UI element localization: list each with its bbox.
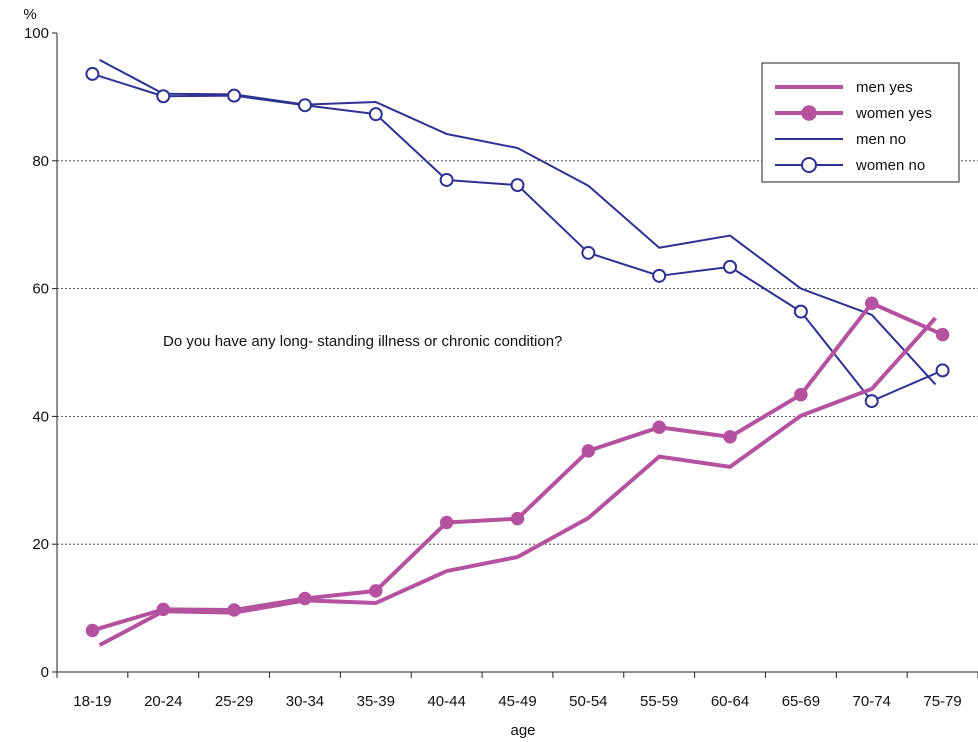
y-tick-label: 0 bbox=[41, 664, 49, 681]
data-point bbox=[794, 387, 808, 402]
data-point bbox=[793, 304, 808, 319]
data-point bbox=[369, 584, 383, 598]
x-tick-label: 20-24 bbox=[144, 693, 182, 710]
legend-item: men no bbox=[775, 131, 906, 148]
series-women-no bbox=[85, 66, 950, 409]
data-point bbox=[935, 363, 950, 378]
x-tick-label: 70-74 bbox=[853, 693, 891, 710]
x-tick-labels: 18-19 20-24 25-29 30-34 35-39 40-44 45-49 50-54… bbox=[56, 672, 978, 710]
series-line bbox=[91, 301, 944, 633]
data-point bbox=[652, 420, 666, 435]
legend-box bbox=[761, 62, 960, 183]
legend-item: men yes bbox=[775, 79, 913, 96]
legend-item: women yes bbox=[775, 105, 932, 122]
x-tick-label: 40-44 bbox=[427, 693, 465, 710]
y-tick-label: 60 bbox=[32, 281, 49, 298]
data-point bbox=[227, 88, 242, 103]
series-lines bbox=[85, 58, 950, 647]
data-point bbox=[864, 296, 879, 311]
x-tick-label: 50-54 bbox=[569, 693, 607, 710]
series-line bbox=[98, 316, 937, 647]
data-point bbox=[298, 591, 312, 606]
legend-label: men no bbox=[856, 131, 906, 148]
grid-lines bbox=[57, 160, 978, 545]
series-women-yes bbox=[85, 296, 950, 638]
data-point bbox=[227, 603, 241, 617]
data-point bbox=[510, 511, 525, 526]
data-point bbox=[510, 178, 525, 193]
legend-label: men yes bbox=[856, 79, 913, 96]
data-point bbox=[85, 623, 100, 638]
data-point bbox=[297, 98, 312, 113]
data-point bbox=[439, 172, 454, 187]
y-tick-labels: 0 20 40 60 80 100 bbox=[24, 25, 57, 681]
legend: men yes women yes men no women no bbox=[761, 62, 960, 183]
x-tick-label: 75-79 bbox=[923, 693, 961, 710]
data-point bbox=[723, 430, 737, 444]
y-axis-label: % bbox=[23, 6, 36, 23]
chart-annotation: Do you have any long- standing illness o… bbox=[163, 333, 562, 350]
y-tick-label: 20 bbox=[32, 536, 49, 553]
x-tick-label: 30-34 bbox=[286, 693, 324, 710]
x-tick-label: 35-39 bbox=[357, 693, 395, 710]
legend-label: women no bbox=[855, 157, 925, 174]
x-tick-label: 65-69 bbox=[782, 693, 820, 710]
x-axis-label: age bbox=[510, 722, 535, 739]
legend-marker bbox=[801, 157, 817, 173]
data-point bbox=[581, 444, 596, 458]
data-point bbox=[156, 89, 171, 104]
data-point bbox=[581, 245, 596, 260]
legend-marker bbox=[801, 105, 817, 121]
series-men-yes bbox=[98, 316, 937, 647]
axes bbox=[56, 33, 978, 673]
y-tick-label: 100 bbox=[24, 25, 49, 42]
legend-label: women yes bbox=[855, 105, 932, 122]
x-tick-label: 45-49 bbox=[498, 693, 536, 710]
x-tick-label: 55-59 bbox=[640, 693, 678, 710]
y-tick-label: 40 bbox=[32, 408, 49, 425]
data-point bbox=[156, 602, 171, 617]
data-point bbox=[723, 259, 738, 274]
y-tick-label: 80 bbox=[32, 153, 49, 170]
x-tick-label: 18-19 bbox=[73, 693, 111, 710]
x-tick-label: 25-29 bbox=[215, 693, 253, 710]
data-point bbox=[652, 268, 667, 283]
data-point bbox=[85, 66, 100, 81]
data-point bbox=[864, 394, 879, 409]
x-tick-label: 60-64 bbox=[711, 693, 749, 710]
data-point bbox=[935, 327, 950, 342]
data-point bbox=[439, 515, 454, 530]
data-point bbox=[368, 107, 383, 122]
legend-item: women no bbox=[775, 157, 925, 174]
